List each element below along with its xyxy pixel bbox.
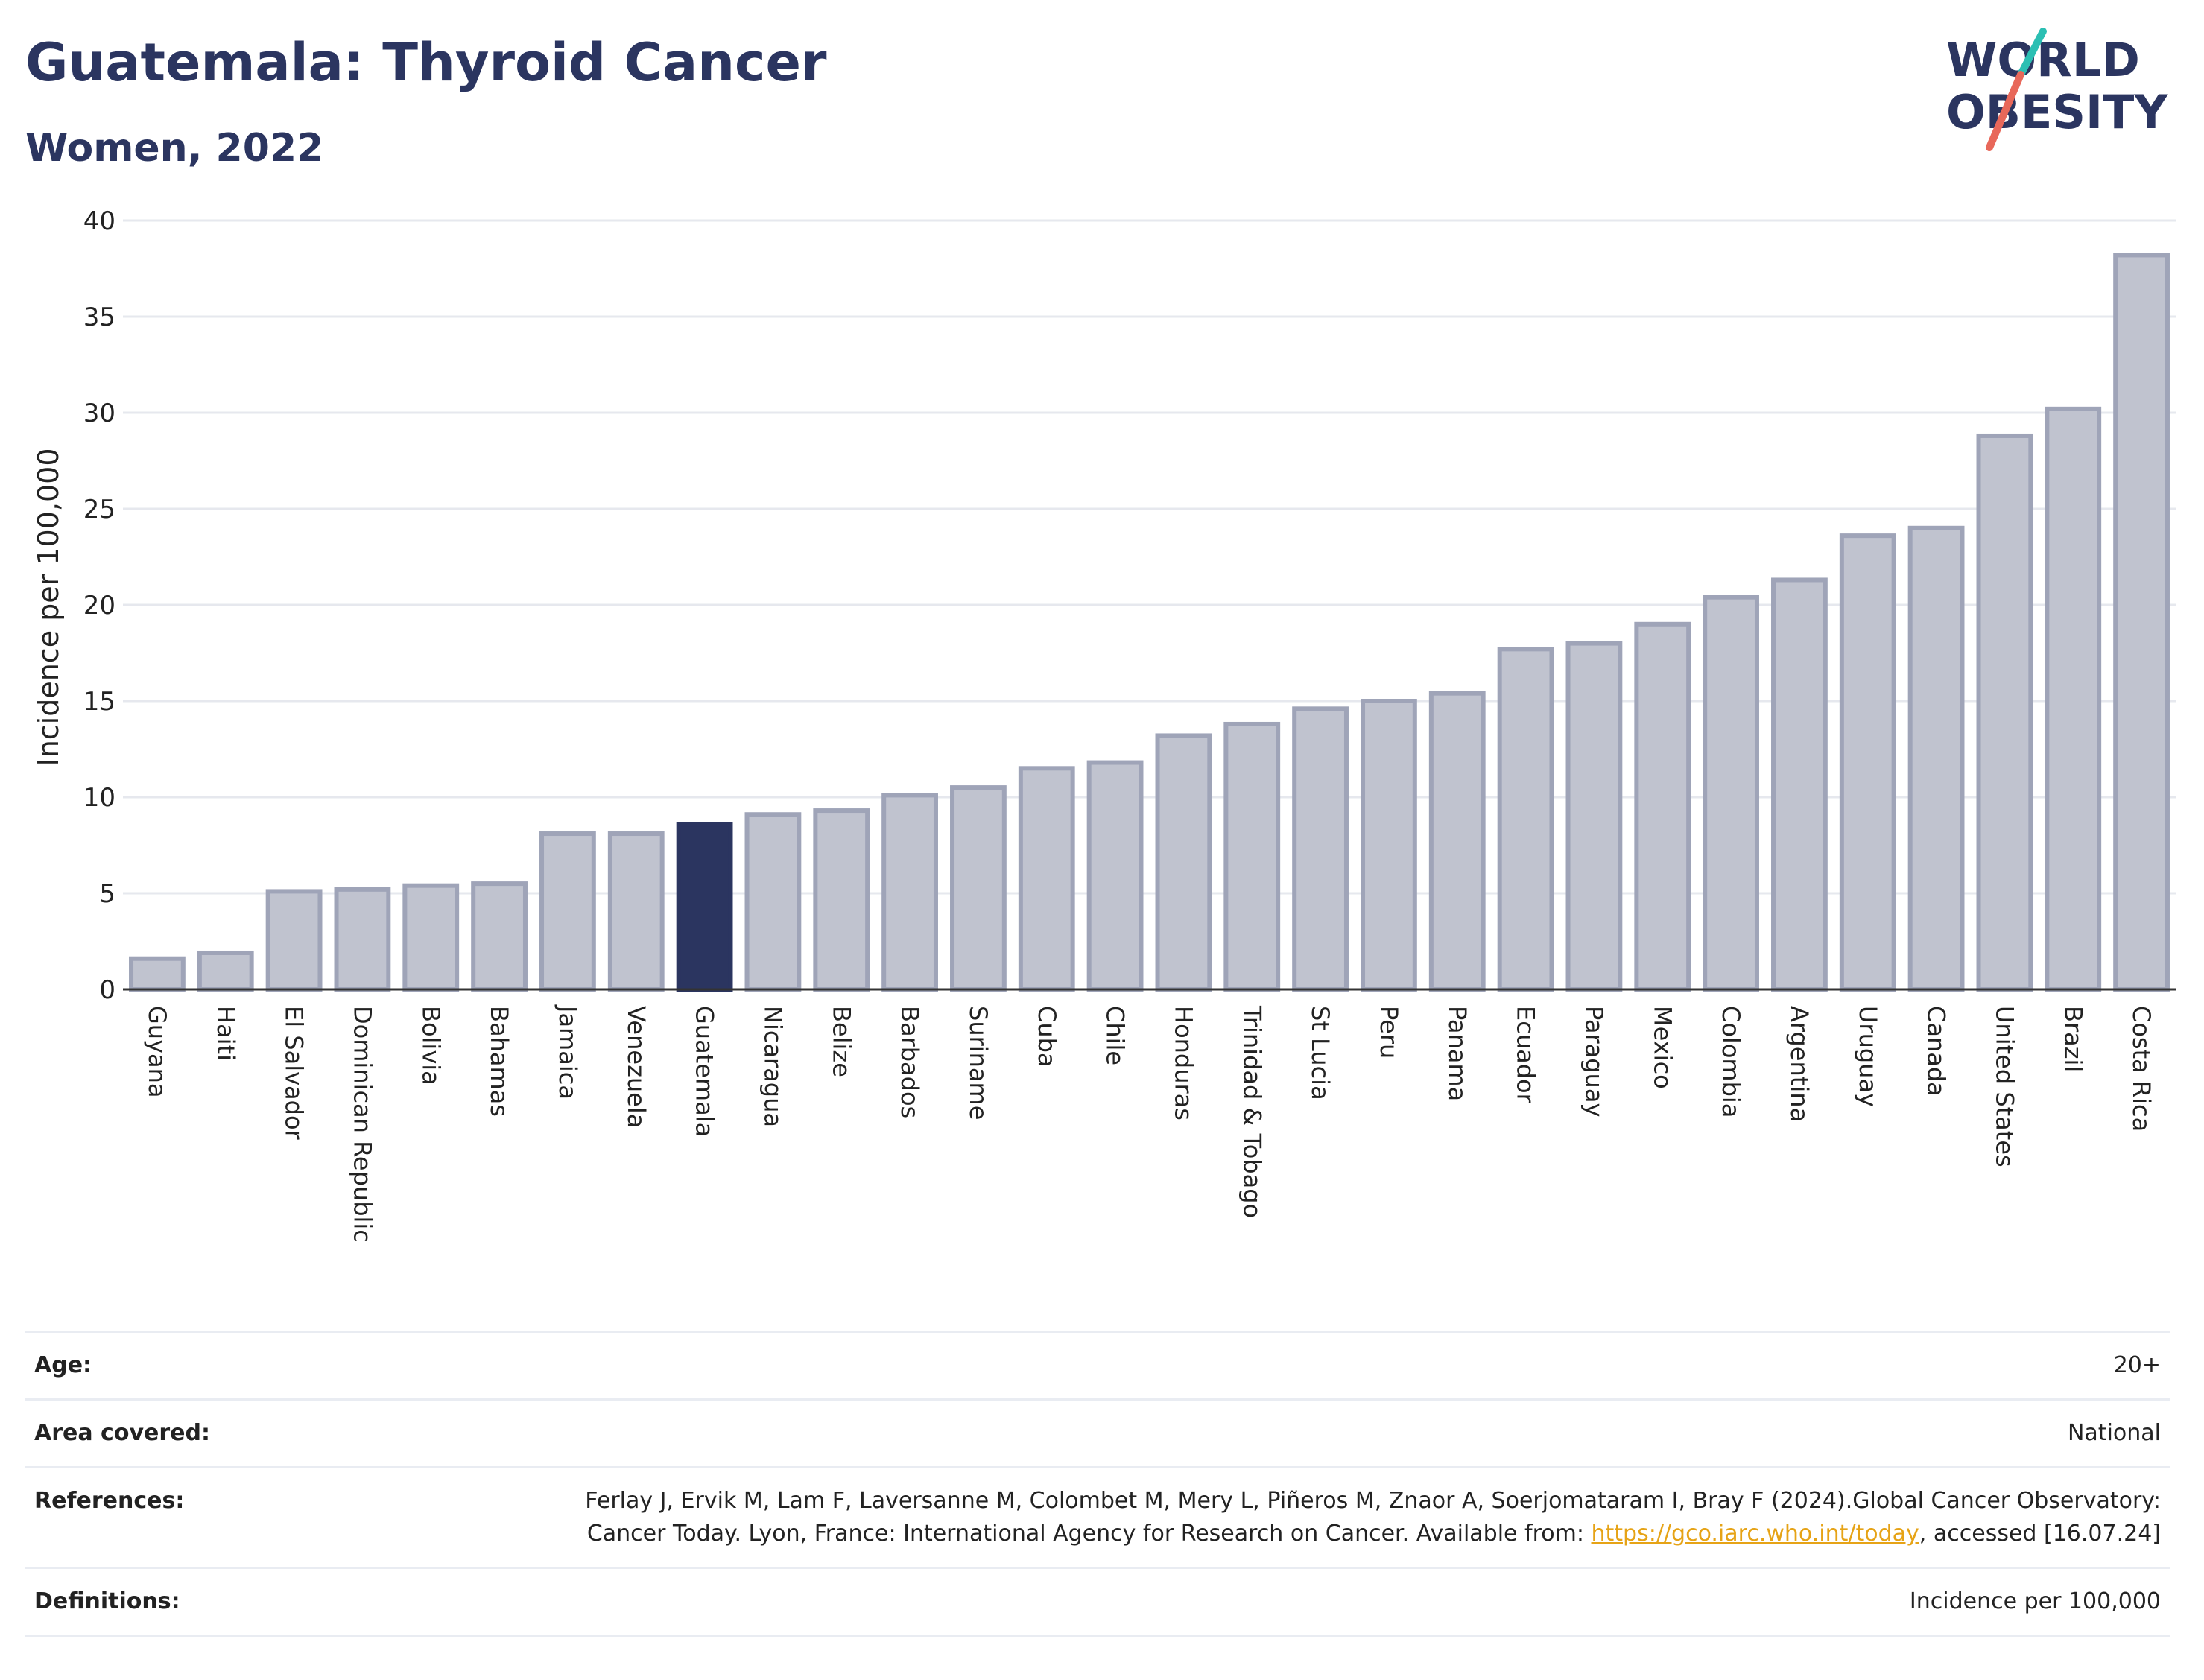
bar-st-lucia	[1292, 706, 1349, 992]
x-tick-label: Haiti	[212, 1006, 240, 1061]
x-tick-label: Guyana	[143, 1006, 171, 1098]
bar-trinidad-tobago	[1223, 721, 1281, 992]
meta-row-definitions: Definitions: Incidence per 100,000	[25, 1567, 2170, 1637]
page-title: Guatemala: Thyroid Cancer	[25, 32, 827, 93]
metadata-table: Age: 20+ Area covered: National Referenc…	[25, 1331, 2170, 1637]
x-tick-label: Mexico	[1648, 1006, 1676, 1089]
age-value: 20+	[2113, 1352, 2161, 1378]
meta-row-references: References: Ferlay J, Ervik M, Lam F, La…	[25, 1466, 2170, 1567]
meta-row-area: Area covered: National	[25, 1398, 2170, 1466]
y-tick-label: 30	[83, 399, 115, 428]
x-tick-label: Brazil	[2059, 1006, 2087, 1072]
x-tick-label: Venezuela	[622, 1006, 650, 1128]
x-tick-label: Nicaragua	[759, 1006, 787, 1127]
references-label: References:	[34, 1488, 185, 1514]
bar-canada	[1907, 525, 1965, 992]
y-tick-label: 25	[83, 495, 115, 524]
logo-slash-bottom	[1986, 71, 2024, 151]
y-tick-label: 20	[83, 591, 115, 621]
definitions-value: Incidence per 100,000	[1909, 1588, 2161, 1614]
age-label: Age:	[34, 1352, 92, 1378]
area-label: Area covered:	[34, 1420, 210, 1446]
x-tick-label: Jamaica	[554, 1004, 582, 1100]
x-tick-label: Ecuador	[1512, 1006, 1540, 1104]
bar-argentina	[1771, 577, 1828, 992]
bar-uruguay	[1839, 533, 1896, 992]
y-axis-ticks: 0 5 10 15 20 25 30 35 40	[83, 206, 115, 1005]
x-tick-label: Barbados	[896, 1006, 924, 1118]
bar-honduras	[1155, 733, 1212, 992]
bar-paraguay	[1565, 641, 1623, 992]
x-tick-label: Suriname	[964, 1006, 992, 1120]
references-link[interactable]: https://gco.iarc.who.int/today	[1591, 1521, 1919, 1547]
x-tick-label: Bolivia	[417, 1006, 445, 1085]
area-value: National	[2067, 1420, 2161, 1446]
bar-cuba	[1018, 766, 1075, 992]
bar-colombia	[1703, 595, 1759, 992]
bar-jamaica	[539, 831, 596, 992]
definitions-label: Definitions:	[34, 1588, 180, 1614]
x-tick-label: St Lucia	[1306, 1006, 1334, 1100]
y-tick-label: 0	[99, 975, 115, 1005]
bar-suriname	[950, 785, 1007, 992]
x-tick-label: Chile	[1101, 1006, 1130, 1065]
bar-belize	[813, 808, 870, 992]
x-tick-label: Canada	[1922, 1006, 1951, 1097]
logo-line1: WORLD	[1946, 33, 2140, 87]
bar-haiti	[197, 950, 254, 992]
page-subtitle: Women, 2022	[25, 126, 324, 171]
bar-ecuador	[1497, 647, 1554, 992]
references-accessed: , accessed [16.07.24]	[1919, 1521, 2161, 1547]
x-tick-label: Guatemala	[691, 1006, 719, 1137]
x-tick-label: Cuba	[1033, 1006, 1061, 1068]
x-tick-label: Colombia	[1717, 1006, 1745, 1118]
x-tick-label: Uruguay	[1854, 1006, 1882, 1107]
y-tick-label: 35	[83, 302, 115, 332]
x-tick-label: Dominican Republic	[348, 1006, 376, 1243]
bar-united-states	[1976, 433, 2033, 992]
bar-guatemala	[676, 822, 733, 992]
bar-panama	[1428, 691, 1486, 992]
x-tick-label: Belize	[827, 1006, 855, 1077]
x-tick-label: Bahamas	[485, 1006, 513, 1117]
bars	[129, 253, 2170, 992]
y-axis-label: Incidence per 100,000	[32, 448, 65, 766]
bar-chile	[1086, 760, 1144, 992]
x-tick-label: Honduras	[1169, 1006, 1197, 1120]
bar-el-salvador	[265, 889, 323, 992]
x-tick-label: Trinidad & Tobago	[1238, 1005, 1266, 1218]
bar-venezuela	[607, 831, 665, 992]
x-tick-label: Panama	[1443, 1006, 1472, 1101]
bar-costa-rica	[2113, 253, 2170, 992]
bar-chart: 0 5 10 15 20 25 30 35 40 Guyana Haiti El Salvador D…	[32, 206, 2176, 1243]
logo-slash-top	[2017, 28, 2047, 78]
world-obesity-logo: WORLD OBESITY	[1946, 28, 2168, 151]
bar-barbados	[881, 793, 938, 992]
x-tick-label: Peru	[1375, 1006, 1403, 1059]
x-tick-label: Paraguay	[1580, 1006, 1608, 1117]
y-tick-label: 15	[83, 687, 115, 717]
bar-peru	[1361, 699, 1417, 992]
logo-line2: OBESITY	[1946, 85, 2168, 139]
x-tick-label: United States	[1990, 1006, 2018, 1167]
x-tick-label: Argentina	[1785, 1006, 1814, 1122]
y-tick-label: 5	[99, 879, 115, 909]
bar-nicaragua	[744, 812, 802, 992]
x-axis-labels: Guyana Haiti El Salvador Dominican Republic…	[143, 1004, 2156, 1243]
bar-mexico	[1634, 621, 1691, 992]
bar-bahamas	[471, 881, 528, 992]
y-tick-label: 40	[83, 206, 115, 236]
bar-brazil	[2045, 406, 2102, 992]
references-text: Ferlay J, Ervik M, Lam F, Laversanne M, …	[585, 1488, 2161, 1547]
meta-row-age: Age: 20+	[25, 1331, 2170, 1398]
x-tick-label: El Salvador	[280, 1006, 308, 1141]
x-tick-label: Costa Rica	[2127, 1006, 2156, 1132]
bar-bolivia	[402, 883, 460, 992]
bar-dominican-republic	[334, 887, 391, 992]
references-value: Ferlay J, Ervik M, Lam F, Laversanne M, …	[522, 1485, 2161, 1550]
bar-guyana	[129, 956, 186, 992]
y-tick-label: 10	[83, 783, 115, 813]
